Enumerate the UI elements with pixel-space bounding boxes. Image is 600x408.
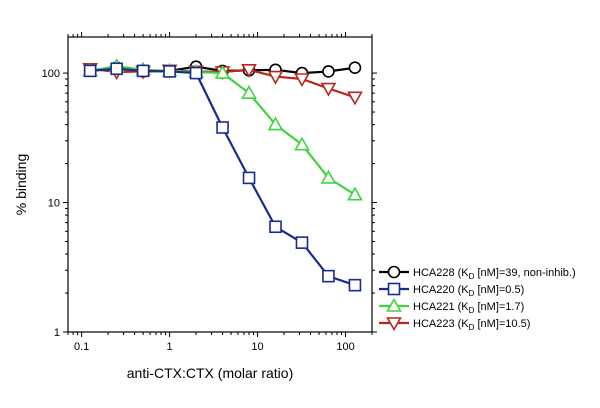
legend-label-main: HCA223 (K (413, 318, 469, 330)
legend-entry: HCA220 (KD [nM]=0.5) (379, 282, 524, 298)
data-point (269, 220, 282, 234)
data-point (348, 278, 362, 292)
data-point (322, 65, 335, 78)
data-point (348, 61, 362, 75)
data-point (267, 70, 284, 85)
legend-label-subscript: D (469, 306, 475, 315)
legend-label-rest: [nM]=10.5) (474, 318, 530, 330)
plot-frame (67, 36, 373, 333)
legend-label-main: HCA220 (K (413, 284, 469, 296)
legend-label-subscript: D (469, 289, 475, 298)
legend-label-subscript: D (469, 272, 475, 281)
data-point (242, 171, 256, 185)
legend-marker (386, 317, 402, 332)
legend-label: HCA221 (KD [nM]=1.7) (413, 301, 524, 315)
data-point (83, 64, 97, 78)
x-tick-label: 0.1 (74, 341, 89, 353)
y-tick-label: 100 (42, 68, 60, 80)
legend-marker (387, 265, 401, 279)
legend-entry: HCA221 (KD [nM]=1.7) (379, 297, 524, 315)
data-point (110, 62, 123, 76)
series-square (83, 62, 362, 292)
x-tick-label: 10 (251, 341, 263, 353)
plot-area (82, 58, 363, 292)
legend-label-subscript: D (469, 323, 475, 332)
legend-entry: HCA223 (KD [nM]=10.5) (379, 317, 530, 332)
x-tick-label: 100 (336, 341, 354, 353)
data-point (294, 136, 310, 151)
data-point (322, 269, 335, 283)
y-axis-title: % binding (13, 154, 29, 216)
data-point (216, 121, 229, 134)
x-tick-label: 1 (167, 341, 173, 353)
legend-label-main: HCA228 (K (413, 267, 469, 279)
x-axis-title: anti-CTX:CTX (molar ratio) (127, 365, 293, 381)
data-point (241, 85, 257, 99)
data-point (267, 116, 284, 131)
data-point (347, 91, 363, 106)
axes: 0.1 1 10 100 1 10 100 anti-CTX:CTX (molar ratio… (13, 32, 377, 381)
data-point (136, 64, 150, 78)
y-tick-label: 10 (48, 198, 60, 210)
legend: HCA228 (KD [nM]=39, non-inhib.)HCA220 (K… (379, 265, 576, 332)
legend-label-rest: [nM]=0.5) (474, 284, 524, 296)
legend-label-rest: [nM]=1.7) (474, 301, 524, 313)
legend-entry: HCA228 (KD [nM]=39, non-inhib.) (379, 265, 576, 281)
legend-label-rest: [nM]=39, non-inhib.) (474, 267, 575, 279)
data-point (320, 169, 337, 184)
data-point (294, 73, 310, 88)
series-line (90, 67, 356, 287)
legend-marker (387, 282, 401, 296)
legend-label: HCA223 (KD [nM]=10.5) (413, 318, 530, 332)
data-point (163, 65, 176, 78)
legend-label: HCA220 (KD [nM]=0.5) (413, 284, 524, 298)
data-point (214, 64, 231, 79)
legend-label-main: HCA221 (K (413, 301, 469, 313)
data-point (241, 64, 257, 78)
data-point (295, 236, 309, 249)
data-point (347, 186, 363, 201)
legend-marker (386, 297, 402, 312)
data-point (189, 66, 203, 80)
data-point (320, 82, 337, 97)
y-tick-label: 1 (54, 327, 60, 339)
legend-label: HCA228 (KD [nM]=39, non-inhib.) (413, 267, 576, 281)
